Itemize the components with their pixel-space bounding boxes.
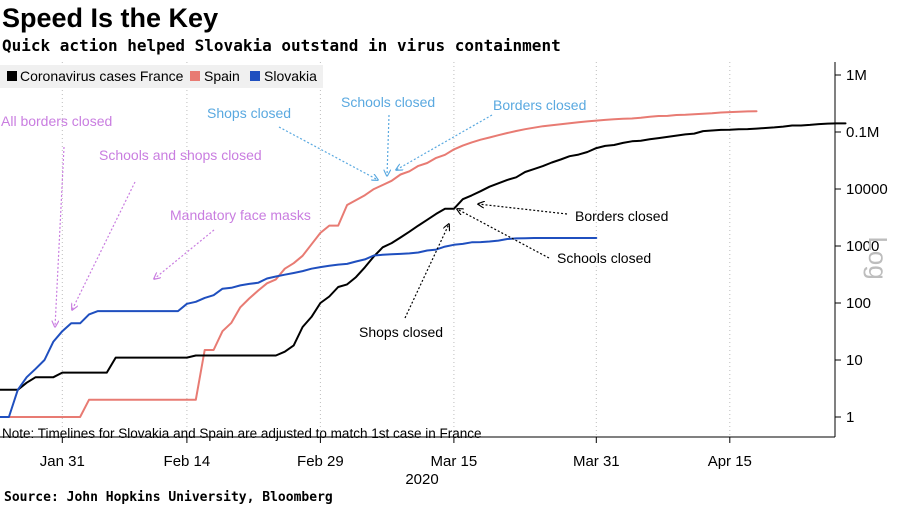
x-tick-label: Feb 14 <box>164 453 211 470</box>
series-layer <box>0 110 847 418</box>
y-axis-label: Log <box>863 236 893 279</box>
annotation-label: Schools and shops closed <box>99 147 262 163</box>
legend-label-france: Coronavirus cases France <box>20 68 184 84</box>
x-tick-label: Mar 15 <box>431 453 478 470</box>
x-year-label: 2020 <box>405 471 438 488</box>
legend-swatch-spain <box>190 71 200 81</box>
annotation-label: Schools closed <box>557 250 651 266</box>
chart-source: Source: John Hopkins University, Bloombe… <box>4 490 333 505</box>
y-tick-label: 10000 <box>846 181 888 198</box>
legend-swatch-france <box>7 71 17 81</box>
annotation-arrow <box>72 181 136 310</box>
annotation-label: All borders closed <box>1 113 112 129</box>
annotation-arrow <box>478 204 568 215</box>
x-tick-label: Feb 29 <box>297 453 344 470</box>
chart-note: Note: Timelines for Slovakia and Spain a… <box>2 426 482 441</box>
chart-subtitle: Quick action helped Slovakia outstand in… <box>2 36 561 55</box>
series-line-france <box>0 122 847 391</box>
annotation-arrow <box>387 114 389 176</box>
y-tick-label: 0.1M <box>846 124 879 141</box>
x-axis-ticks: Jan 31 Feb 14 Feb 29 Mar 15 Mar 31 Apr 15 <box>40 437 752 470</box>
annotation-label: Borders closed <box>575 208 668 224</box>
gridlines <box>61 62 731 437</box>
annotation-arrow <box>396 114 493 170</box>
annotation-arrow <box>278 126 378 180</box>
chart-title: Speed Is the Key <box>2 3 218 33</box>
x-tick-label: Mar 31 <box>573 453 620 470</box>
x-tick-label: Apr 15 <box>708 453 752 470</box>
annotations: All borders closed Schools and shops clo… <box>1 94 668 340</box>
legend-background <box>0 65 323 88</box>
y-tick-label: 1M <box>846 67 867 84</box>
y-tick-label: 1000 <box>846 238 879 255</box>
annotation-arrow <box>457 209 550 259</box>
annotation-arrow <box>404 224 449 319</box>
annotation-label: Shops closed <box>207 105 291 121</box>
x-tick-label: Jan 31 <box>40 453 85 470</box>
series-line-slovakia <box>0 237 598 418</box>
annotation-label: Schools closed <box>341 94 435 110</box>
legend-label-slovakia: Slovakia <box>264 68 317 84</box>
y-axis-ticks: 1 10 100 1000 10000 0.1M 1M <box>835 67 888 426</box>
annotation-label: Shops closed <box>359 324 443 340</box>
legend-swatch-slovakia <box>250 71 260 81</box>
series-line-spain <box>0 110 758 418</box>
annotation-label: Borders closed <box>493 97 586 113</box>
y-tick-label: 100 <box>846 295 871 312</box>
y-tick-label: 1 <box>846 409 854 426</box>
legend: Coronavirus cases France Spain Slovakia <box>0 65 323 88</box>
y-tick-label: 10 <box>846 352 863 369</box>
annotation-label: Mandatory face masks <box>170 207 311 223</box>
legend-label-spain: Spain <box>204 68 240 84</box>
annotation-arrow <box>154 229 215 279</box>
